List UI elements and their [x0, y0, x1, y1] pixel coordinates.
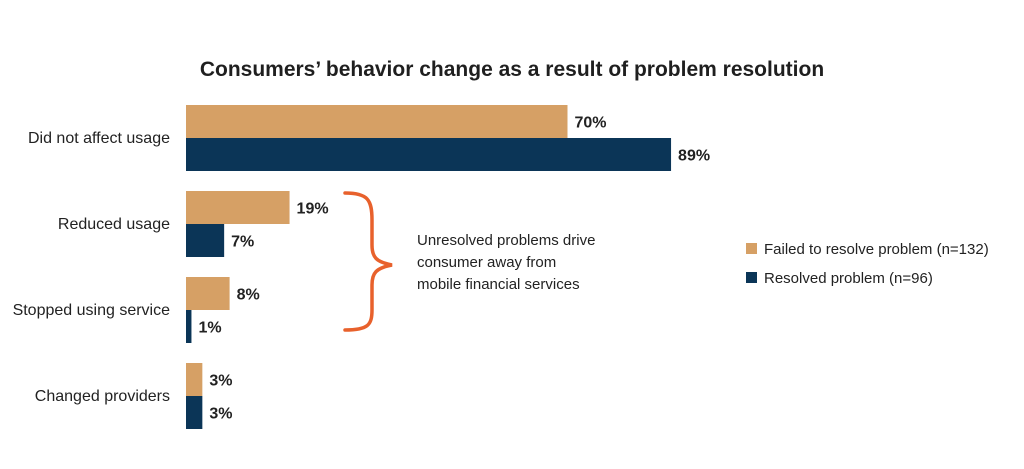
bars-layer: Did not affect usage 70% 89% Reduced usage 1… — [13, 105, 710, 429]
data-label-failed-reduced-usage: 19% — [297, 201, 329, 218]
bar-resolved-reduced-usage — [186, 224, 225, 257]
legend: Failed to resolve problem (n=132) Resolve… — [746, 241, 989, 287]
data-label-resolved-changed-providers: 3% — [209, 406, 232, 423]
bar-failed-did-not-affect-usage — [186, 105, 568, 138]
legend-swatch-resolved — [746, 272, 757, 283]
annotation-text-line: mobile financial services — [417, 276, 580, 293]
bar-failed-changed-providers — [186, 363, 203, 396]
bar-resolved-changed-providers — [186, 396, 203, 429]
legend-label-failed: Failed to resolve problem (n=132) — [764, 241, 989, 258]
bar-failed-stopped-using-service — [186, 277, 230, 310]
annotation-text-line: consumer away from — [417, 254, 556, 271]
bar-failed-reduced-usage — [186, 191, 290, 224]
legend-swatch-failed — [746, 243, 757, 254]
annotation: Unresolved problems drive consumer away f… — [343, 191, 595, 332]
data-label-failed-stopped-using-service: 8% — [237, 287, 260, 304]
category-label-did-not-affect-usage: Did not affect usage — [28, 130, 170, 147]
chart-title: Consumers’ behavior change as a result o… — [200, 58, 824, 81]
data-label-failed-changed-providers: 3% — [209, 373, 232, 390]
category-label-reduced-usage: Reduced usage — [58, 216, 170, 233]
bar-resolved-did-not-affect-usage — [186, 138, 672, 171]
curly-bracket — [343, 191, 393, 332]
annotation-text-line: Unresolved problems drive — [417, 232, 595, 249]
data-label-failed-did-not-affect-usage: 70% — [575, 115, 607, 132]
data-label-resolved-did-not-affect-usage: 89% — [678, 148, 710, 165]
legend-label-resolved: Resolved problem (n=96) — [764, 270, 933, 287]
bar-resolved-stopped-using-service — [186, 310, 192, 343]
category-label-stopped-using-service: Stopped using service — [13, 302, 171, 319]
category-label-changed-providers: Changed providers — [35, 388, 170, 405]
data-label-resolved-reduced-usage: 7% — [231, 234, 254, 251]
data-label-resolved-stopped-using-service: 1% — [198, 320, 221, 337]
